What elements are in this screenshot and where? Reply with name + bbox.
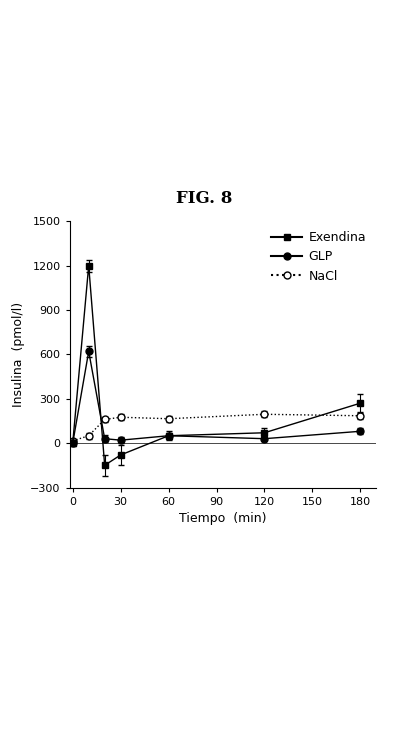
X-axis label: Tiempo  (min): Tiempo (min) xyxy=(179,512,267,525)
Legend: Exendina, GLP, NaCl: Exendina, GLP, NaCl xyxy=(267,227,370,286)
Text: FIG. 8: FIG. 8 xyxy=(176,190,233,207)
Y-axis label: Insulina  (pmol/l): Insulina (pmol/l) xyxy=(11,302,25,407)
